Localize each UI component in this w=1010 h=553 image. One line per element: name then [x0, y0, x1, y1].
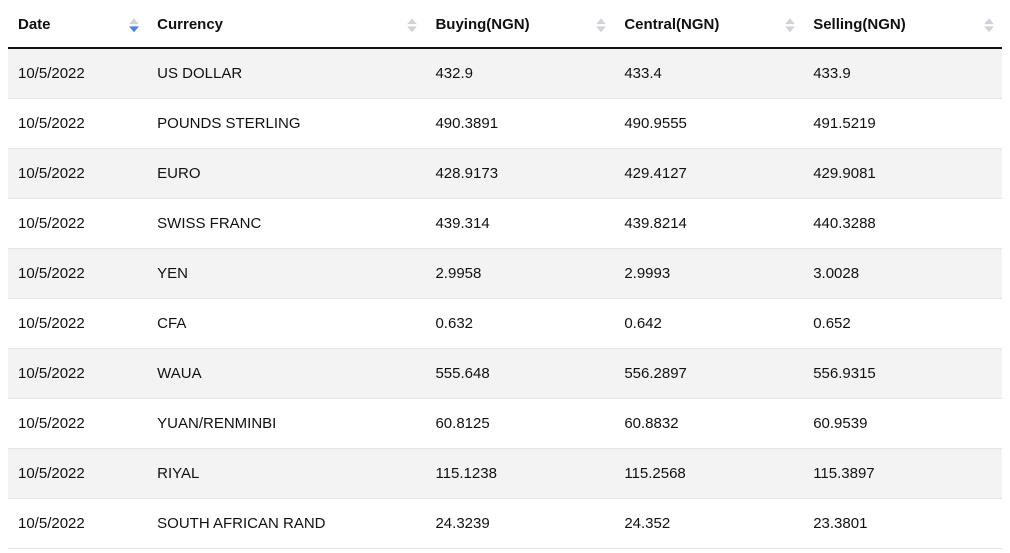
- cell-currency: YUAN/RENMINBI: [147, 399, 425, 449]
- sort-icon-central[interactable]: [785, 18, 795, 32]
- sort-icon-date[interactable]: [129, 18, 139, 32]
- sort-down-icon: [129, 26, 139, 32]
- cell-buying: 428.9173: [425, 149, 614, 199]
- cell-date: 10/5/2022: [8, 399, 147, 449]
- cell-buying: 60.8125: [425, 399, 614, 449]
- cell-selling: 115.3897: [803, 449, 1002, 499]
- table-row: 10/5/2022US DOLLAR432.9433.4433.9: [8, 48, 1002, 99]
- cell-selling: 433.9: [803, 48, 1002, 99]
- col-header-currency-label: Currency: [157, 16, 223, 33]
- sort-down-icon: [407, 26, 417, 32]
- cell-currency: RIYAL: [147, 449, 425, 499]
- col-header-date-label: Date: [18, 16, 51, 33]
- table-row: 10/5/2022SWISS FRANC439.314439.8214440.3…: [8, 199, 1002, 249]
- cell-date: 10/5/2022: [8, 499, 147, 549]
- sort-icon-buying[interactable]: [596, 18, 606, 32]
- cell-buying: 555.648: [425, 349, 614, 399]
- col-header-central-label: Central(NGN): [624, 16, 719, 33]
- cell-central: 24.352: [614, 499, 803, 549]
- table-row: 10/5/2022EURO428.9173429.4127429.9081: [8, 149, 1002, 199]
- table-row: 10/5/2022YEN2.99582.99933.0028: [8, 249, 1002, 299]
- col-header-selling[interactable]: Selling(NGN): [803, 4, 1002, 48]
- table-row: 10/5/2022CFA0.6320.6420.652: [8, 299, 1002, 349]
- sort-down-icon: [596, 26, 606, 32]
- cell-currency: SWISS FRANC: [147, 199, 425, 249]
- cell-date: 10/5/2022: [8, 249, 147, 299]
- col-header-buying-label: Buying(NGN): [435, 16, 529, 33]
- table-row: 10/5/2022SOUTH AFRICAN RAND24.323924.352…: [8, 499, 1002, 549]
- cell-date: 10/5/2022: [8, 48, 147, 99]
- sort-up-icon: [129, 18, 139, 24]
- col-header-buying[interactable]: Buying(NGN): [425, 4, 614, 48]
- col-header-central[interactable]: Central(NGN): [614, 4, 803, 48]
- cell-selling: 3.0028: [803, 249, 1002, 299]
- cell-currency: SOUTH AFRICAN RAND: [147, 499, 425, 549]
- cell-central: 439.8214: [614, 199, 803, 249]
- sort-up-icon: [596, 18, 606, 24]
- cell-central: 490.9555: [614, 99, 803, 149]
- cell-selling: 491.5219: [803, 99, 1002, 149]
- cell-central: 115.2568: [614, 449, 803, 499]
- col-header-currency[interactable]: Currency: [147, 4, 425, 48]
- sort-down-icon: [984, 26, 994, 32]
- cell-buying: 0.632: [425, 299, 614, 349]
- table-row: 10/5/2022POUNDS STERLING490.3891490.9555…: [8, 99, 1002, 149]
- cell-buying: 24.3239: [425, 499, 614, 549]
- col-header-date[interactable]: Date: [8, 4, 147, 48]
- cell-selling: 0.652: [803, 299, 1002, 349]
- sort-up-icon: [984, 18, 994, 24]
- sort-down-icon: [785, 26, 795, 32]
- cell-date: 10/5/2022: [8, 199, 147, 249]
- col-header-selling-label: Selling(NGN): [813, 16, 906, 33]
- sort-up-icon: [407, 18, 417, 24]
- cell-central: 433.4: [614, 48, 803, 99]
- cell-central: 2.9993: [614, 249, 803, 299]
- sort-up-icon: [785, 18, 795, 24]
- cell-buying: 432.9: [425, 48, 614, 99]
- cell-central: 60.8832: [614, 399, 803, 449]
- cell-date: 10/5/2022: [8, 349, 147, 399]
- cell-currency: YEN: [147, 249, 425, 299]
- sort-icon-selling[interactable]: [984, 18, 994, 32]
- cell-selling: 429.9081: [803, 149, 1002, 199]
- cell-currency: POUNDS STERLING: [147, 99, 425, 149]
- cell-date: 10/5/2022: [8, 99, 147, 149]
- cell-selling: 23.3801: [803, 499, 1002, 549]
- table-row: 10/5/2022YUAN/RENMINBI60.812560.883260.9…: [8, 399, 1002, 449]
- cell-date: 10/5/2022: [8, 149, 147, 199]
- cell-selling: 60.9539: [803, 399, 1002, 449]
- exchange-rates-table: Date Currency Buying(NGN): [8, 4, 1002, 549]
- cell-currency: WAUA: [147, 349, 425, 399]
- cell-buying: 490.3891: [425, 99, 614, 149]
- cell-date: 10/5/2022: [8, 299, 147, 349]
- cell-currency: CFA: [147, 299, 425, 349]
- cell-central: 429.4127: [614, 149, 803, 199]
- cell-currency: EURO: [147, 149, 425, 199]
- cell-buying: 115.1238: [425, 449, 614, 499]
- cell-currency: US DOLLAR: [147, 48, 425, 99]
- cell-central: 556.2897: [614, 349, 803, 399]
- cell-selling: 440.3288: [803, 199, 1002, 249]
- cell-buying: 2.9958: [425, 249, 614, 299]
- cell-buying: 439.314: [425, 199, 614, 249]
- sort-icon-currency[interactable]: [407, 18, 417, 32]
- cell-central: 0.642: [614, 299, 803, 349]
- cell-selling: 556.9315: [803, 349, 1002, 399]
- table-row: 10/5/2022RIYAL115.1238115.2568115.3897: [8, 449, 1002, 499]
- table-row: 10/5/2022WAUA555.648556.2897556.9315: [8, 349, 1002, 399]
- cell-date: 10/5/2022: [8, 449, 147, 499]
